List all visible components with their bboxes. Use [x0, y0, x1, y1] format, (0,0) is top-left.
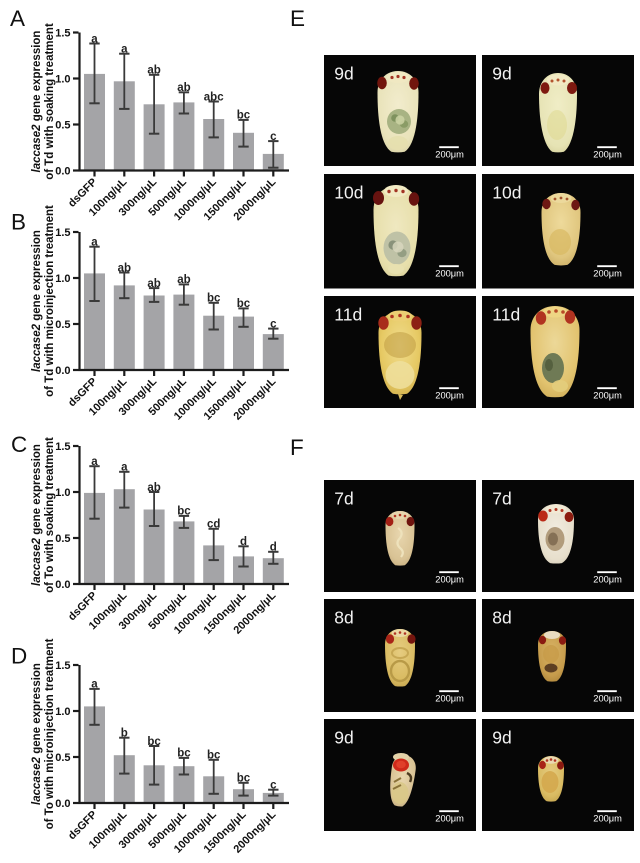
- svg-text:bc: bc: [207, 750, 221, 762]
- svg-text:d: d: [270, 542, 277, 554]
- svg-text:a: a: [91, 237, 98, 249]
- svg-text:bc: bc: [177, 506, 191, 518]
- svg-text:200μm: 200μm: [435, 149, 464, 159]
- svg-text:C: C: [11, 432, 27, 457]
- svg-text:c: c: [270, 318, 277, 330]
- svg-text:c: c: [270, 131, 277, 143]
- svg-text:200μm: 200μm: [593, 574, 622, 584]
- svg-text:bc: bc: [207, 293, 221, 305]
- svg-text:ab: ab: [177, 274, 190, 286]
- svg-text:0.0: 0.0: [55, 579, 70, 591]
- svg-text:ab: ab: [147, 278, 160, 290]
- svg-text:of Td with microinjection trea: of Td with microinjection treatment: [44, 205, 56, 397]
- svg-text:D: D: [11, 644, 27, 669]
- svg-text:0.5: 0.5: [55, 533, 70, 545]
- svg-text:of Td with soaking treatment: of Td with soaking treatment: [44, 23, 56, 180]
- svg-text:10d: 10d: [334, 182, 363, 202]
- svg-text:1.0: 1.0: [55, 273, 70, 285]
- svg-text:200μm: 200μm: [593, 390, 622, 400]
- svg-text:0.0: 0.0: [55, 365, 70, 377]
- svg-text:200μm: 200μm: [593, 268, 622, 278]
- svg-text:bc: bc: [147, 736, 161, 748]
- svg-text:10d: 10d: [492, 182, 521, 202]
- svg-text:c: c: [270, 780, 277, 792]
- svg-text:ab: ab: [147, 482, 160, 494]
- svg-text:A: A: [10, 6, 25, 31]
- svg-text:B: B: [11, 210, 26, 235]
- svg-text:1.5: 1.5: [55, 227, 70, 239]
- svg-text:11d: 11d: [334, 304, 362, 324]
- svg-text:8d: 8d: [492, 607, 511, 627]
- svg-text:200μm: 200μm: [593, 813, 622, 823]
- svg-text:a: a: [121, 462, 128, 474]
- svg-text:of To with soaking treatment: of To with soaking treatment: [44, 437, 56, 593]
- svg-text:9d: 9d: [492, 727, 511, 747]
- svg-text:9d: 9d: [334, 727, 353, 747]
- svg-text:bc: bc: [237, 110, 251, 122]
- svg-text:1.0: 1.0: [55, 487, 70, 499]
- svg-text:laccase2 gene expression: laccase2 gene expression: [31, 444, 43, 586]
- svg-text:0.5: 0.5: [55, 752, 70, 764]
- svg-text:1.0: 1.0: [55, 706, 70, 718]
- svg-text:abc: abc: [204, 91, 224, 103]
- svg-text:0.0: 0.0: [55, 165, 70, 177]
- svg-text:cd: cd: [207, 519, 220, 531]
- svg-text:8d: 8d: [334, 607, 353, 627]
- svg-text:E: E: [290, 6, 305, 31]
- svg-text:bc: bc: [237, 773, 251, 785]
- svg-text:ab: ab: [147, 65, 160, 77]
- svg-text:1.5: 1.5: [55, 441, 70, 453]
- svg-text:a: a: [91, 679, 98, 691]
- svg-text:1.5: 1.5: [55, 27, 70, 39]
- svg-text:1.5: 1.5: [55, 660, 70, 672]
- svg-text:7d: 7d: [334, 488, 353, 508]
- svg-text:b: b: [121, 728, 128, 740]
- svg-text:200μm: 200μm: [435, 574, 464, 584]
- svg-text:bc: bc: [177, 748, 191, 760]
- svg-text:200μm: 200μm: [593, 149, 622, 159]
- svg-text:of To with microinjection trea: of To with microinjection treatment: [44, 638, 56, 829]
- svg-text:a: a: [91, 33, 98, 45]
- svg-text:200μm: 200μm: [593, 693, 622, 703]
- svg-text:11d: 11d: [492, 304, 520, 324]
- svg-text:9d: 9d: [492, 63, 511, 83]
- svg-text:0.5: 0.5: [55, 119, 70, 131]
- svg-text:laccase2 gene expression: laccase2 gene expression: [31, 663, 43, 805]
- svg-text:200μm: 200μm: [435, 693, 464, 703]
- svg-text:7d: 7d: [492, 488, 511, 508]
- svg-text:200μm: 200μm: [435, 268, 464, 278]
- svg-text:a: a: [91, 456, 98, 468]
- svg-text:200μm: 200μm: [435, 813, 464, 823]
- svg-text:9d: 9d: [334, 63, 353, 83]
- svg-text:a: a: [121, 44, 128, 56]
- svg-text:d: d: [240, 536, 247, 548]
- svg-text:F: F: [290, 435, 304, 460]
- svg-text:0.5: 0.5: [55, 319, 70, 331]
- svg-text:1.0: 1.0: [55, 73, 70, 85]
- svg-text:laccase2 gene expression: laccase2 gene expression: [31, 230, 43, 372]
- svg-text:bc: bc: [237, 298, 251, 310]
- svg-text:0.0: 0.0: [55, 798, 70, 810]
- svg-text:ab: ab: [118, 262, 131, 274]
- svg-text:200μm: 200μm: [435, 390, 464, 400]
- svg-text:laccase2 gene expression: laccase2 gene expression: [31, 31, 43, 173]
- svg-text:ab: ab: [177, 82, 190, 94]
